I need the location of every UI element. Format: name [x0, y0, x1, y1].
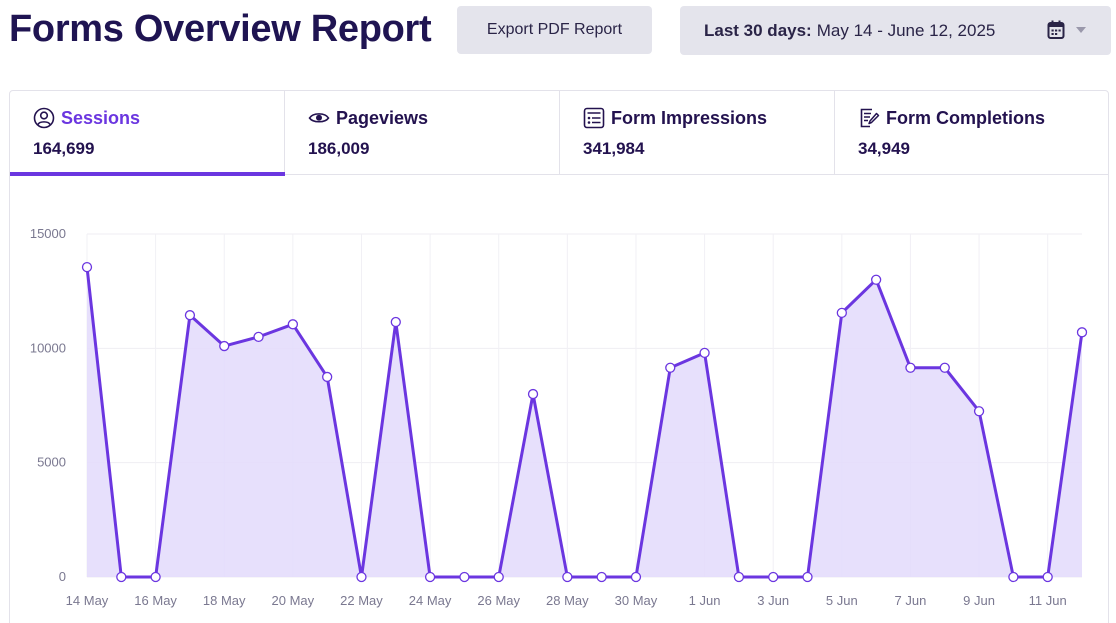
- x-tick-label: 22 May: [340, 593, 383, 608]
- eye-icon: [308, 107, 330, 129]
- tab-value: 186,009: [308, 139, 370, 158]
- tab-pageviews[interactable]: Pageviews 186,009: [285, 91, 560, 175]
- data-point: [1008, 571, 1019, 583]
- data-point: [81, 262, 93, 273]
- tab-label: Sessions: [61, 107, 141, 128]
- report-panel: Sessions 164,699 Pageviews 186,009: [9, 90, 1109, 623]
- form-list-icon: [583, 107, 605, 129]
- tab-label: Form Impressions: [611, 107, 768, 128]
- data-point: [699, 347, 710, 359]
- y-tick-label: 5000: [37, 455, 66, 470]
- data-point: [905, 362, 916, 373]
- chart-svg: 0 5000 10000 15000 14 May 16 May 18 May 20 May 2…: [30, 226, 1088, 608]
- data-point: [287, 319, 299, 330]
- data-point: [596, 571, 607, 583]
- data-point: [390, 316, 401, 328]
- data-point: [733, 571, 745, 583]
- data-point: [562, 571, 573, 583]
- tab-value: 164,699: [33, 139, 95, 158]
- data-point: [150, 571, 161, 583]
- y-tick-label: 15000: [30, 226, 66, 241]
- data-point: [322, 371, 333, 383]
- data-point: [870, 274, 882, 285]
- data-point: [219, 340, 230, 352]
- form-edit-icon: [858, 107, 880, 129]
- data-point: [836, 307, 847, 319]
- x-tick-label: 18 May: [203, 593, 246, 608]
- x-tick-label: 5 Jun: [826, 593, 858, 608]
- tab-form-completions[interactable]: Form Completions 34,949: [835, 91, 1108, 175]
- data-point: [184, 310, 196, 321]
- user-circle-icon: [33, 107, 55, 129]
- series-line: [85, 266, 1084, 579]
- metric-tabs: Sessions 164,699 Pageviews 186,009: [10, 91, 1108, 176]
- data-point: [939, 362, 950, 373]
- date-range-label: Last 30 days:: [704, 20, 812, 40]
- data-point: [973, 406, 985, 417]
- tab-value: 34,949: [858, 139, 910, 158]
- data-point: [493, 571, 504, 583]
- x-tick-label: 11 Jun: [1029, 593, 1067, 608]
- data-point: [665, 362, 676, 373]
- data-point: [253, 331, 264, 343]
- page-title: Forms Overview Report: [9, 8, 432, 50]
- export-pdf-button[interactable]: Export PDF Report: [457, 6, 652, 54]
- x-tick-label: 7 Jun: [895, 593, 927, 608]
- x-tick-label: 28 May: [546, 593, 589, 608]
- chevron-down-icon[interactable]: [1076, 27, 1086, 33]
- x-tick-label: 26 May: [477, 593, 520, 608]
- tab-form-impressions[interactable]: Form Impressions 341,984: [560, 91, 835, 175]
- x-tick-label: 16 May: [134, 593, 177, 608]
- y-tick-label: 10000: [30, 340, 66, 355]
- date-range-value: May 14 - June 12, 2025: [816, 20, 996, 40]
- x-tick-label: 30 May: [615, 593, 658, 608]
- data-point: [802, 571, 813, 583]
- data-point: [768, 571, 779, 583]
- tab-label: Form Completions: [886, 107, 1046, 128]
- data-point: [630, 571, 642, 583]
- data-point: [116, 571, 127, 583]
- data-point: [1076, 327, 1088, 338]
- data-point: [1042, 571, 1053, 583]
- tab-label: Pageviews: [336, 107, 429, 128]
- x-tick-label: 9 Jun: [963, 593, 995, 608]
- series-area: [87, 267, 1082, 577]
- x-tick-label: 1 Jun: [689, 593, 721, 608]
- x-tick-label: 14 May: [66, 593, 109, 608]
- data-point: [356, 571, 367, 583]
- calendar-icon: [1047, 20, 1065, 39]
- x-tick-label: 24 May: [409, 593, 452, 608]
- x-tick-label: 20 May: [272, 593, 315, 608]
- tab-value: 341,984: [583, 139, 645, 158]
- data-point: [527, 388, 539, 400]
- y-tick-label: 0: [59, 569, 66, 584]
- x-tick-label: 3 Jun: [757, 593, 789, 608]
- data-point: [424, 571, 436, 583]
- date-range-picker[interactable]: Last 30 days: May 14 - June 12, 2025: [680, 6, 1111, 55]
- tab-sessions[interactable]: Sessions 164,699: [10, 91, 285, 176]
- sessions-chart: 0 5000 10000 15000 14 May 16 May 18 May 20 May 2…: [10, 176, 1108, 623]
- data-point: [459, 571, 470, 583]
